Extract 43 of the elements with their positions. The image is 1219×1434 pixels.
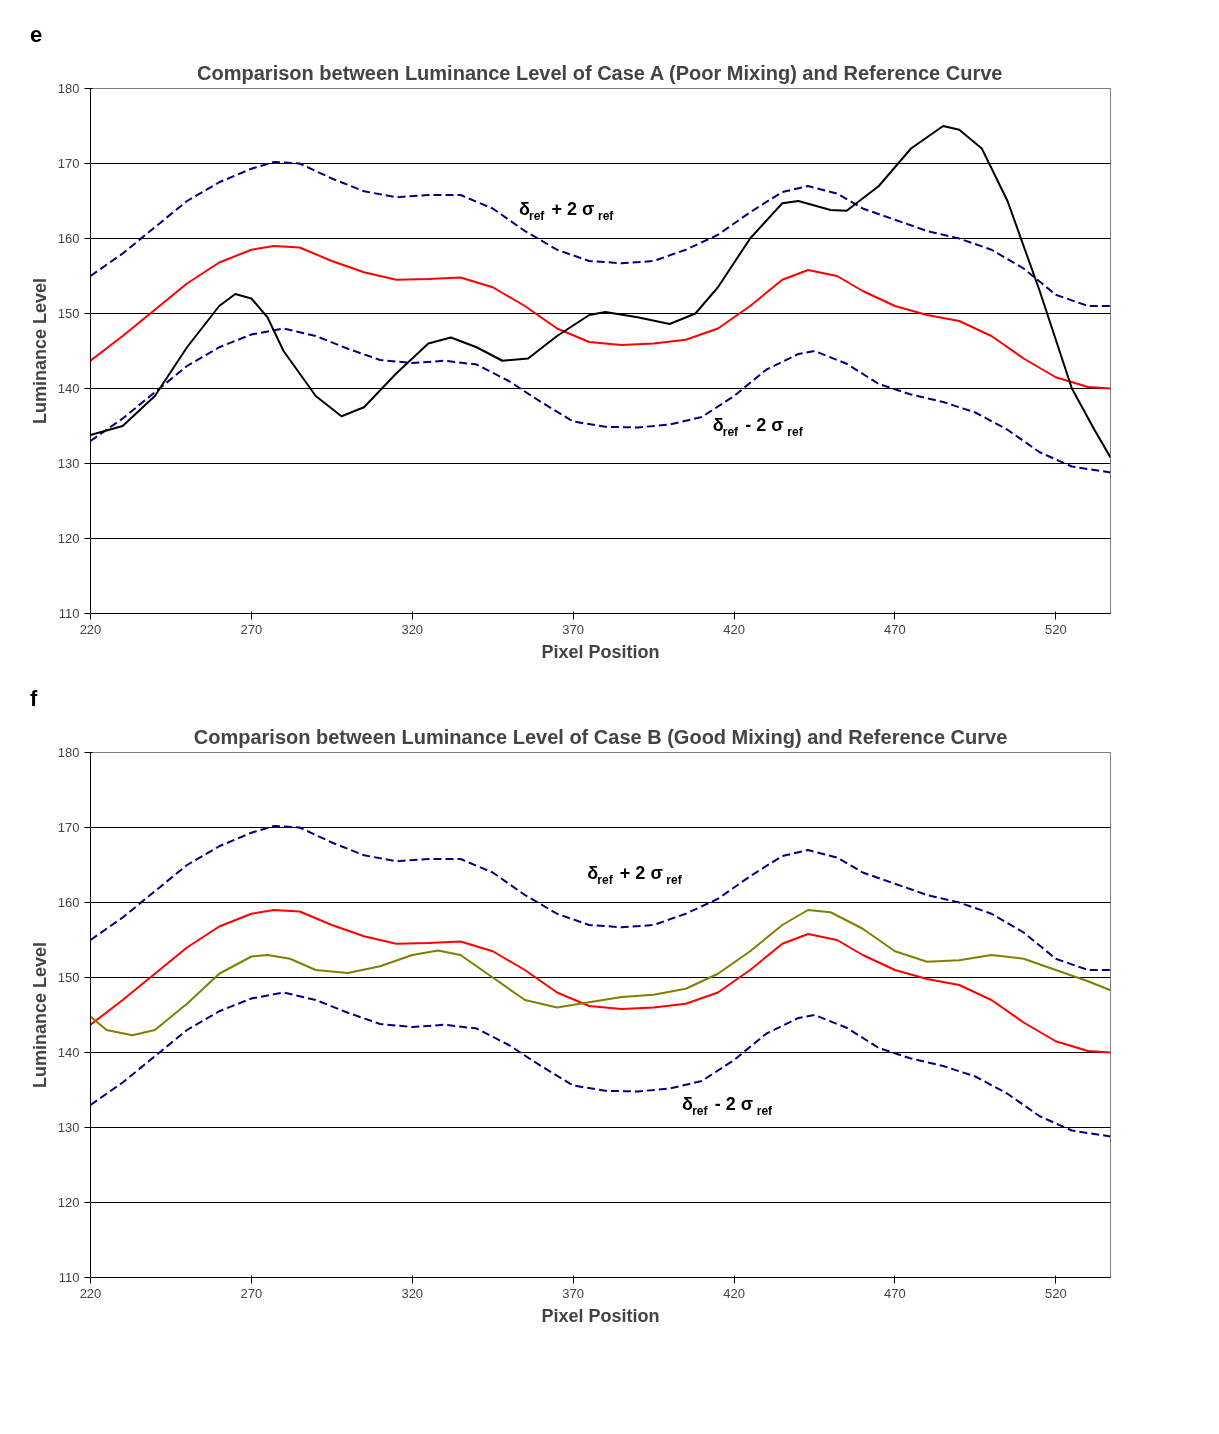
x-tick-label: 370	[562, 1285, 585, 1301]
y-tick-label: 180	[57, 81, 80, 96]
chart-title: Comparison between Luminance Level of Case B (Good Mixing) and Reference Curve	[193, 725, 1008, 748]
y-axis-title: Luminance Level	[29, 941, 50, 1089]
y-tick-label: 110	[58, 1270, 80, 1285]
y-tick-label: 120	[57, 531, 80, 546]
x-tick-label: 220	[79, 1285, 102, 1301]
x-tick-label: 320	[401, 621, 424, 637]
y-tick-label: 140	[57, 381, 80, 396]
y-tick-label: 160	[57, 231, 80, 246]
x-tick-label: 470	[884, 621, 906, 637]
line-series	[90, 327, 1111, 474]
y-tick-label: 160	[57, 895, 80, 910]
y-tick-label: 180	[57, 745, 80, 760]
x-tick-label: 420	[723, 1285, 745, 1301]
chart-title: Comparison between Luminance Level of Case A (Poor Mixing) and Reference Curve	[197, 61, 1003, 84]
x-tick-label: 270	[240, 1285, 263, 1301]
x-axis-title: Pixel Position	[541, 1305, 660, 1326]
line-series	[90, 991, 1111, 1138]
x-tick-label: 370	[562, 621, 585, 637]
line-series	[90, 245, 1111, 390]
x-tick-label: 220	[79, 621, 102, 637]
x-tick-label: 470	[884, 1285, 906, 1301]
x-tick-label: 420	[723, 621, 745, 637]
y-tick-label: 170	[57, 820, 80, 835]
y-tick-label: 140	[57, 1045, 80, 1060]
y-tick-label: 170	[57, 156, 80, 171]
x-axis-title: Pixel Position	[541, 641, 660, 662]
y-tick-label: 150	[57, 970, 80, 985]
x-tick-label: 320	[401, 1285, 424, 1301]
text: f	[30, 685, 38, 713]
x-tick-label: 520	[1044, 621, 1067, 637]
text: e	[30, 21, 43, 49]
y-tick-label: 130	[57, 1120, 80, 1135]
line-series	[90, 825, 1111, 971]
y-tick-label: 130	[57, 456, 80, 471]
x-tick-label: 270	[240, 621, 263, 637]
x-tick-label: 520	[1044, 1285, 1067, 1301]
y-tick-label: 110	[58, 606, 80, 621]
y-tick-label: 150	[57, 306, 80, 321]
y-tick-label: 120	[57, 1195, 80, 1210]
y-axis-title: Luminance Level	[29, 277, 50, 425]
line-series	[90, 161, 1111, 307]
